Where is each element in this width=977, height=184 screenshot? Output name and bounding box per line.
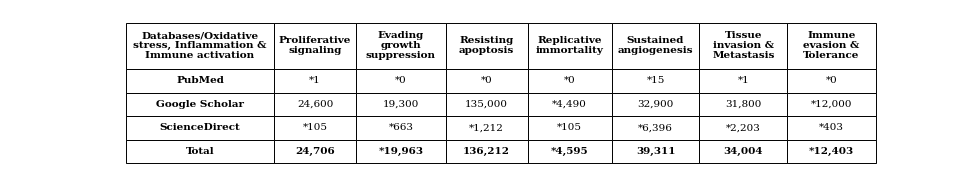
Text: *19,963: *19,963 — [378, 147, 423, 156]
Bar — [126, 139, 275, 163]
Text: *663: *663 — [389, 123, 413, 132]
Text: *0: *0 — [395, 76, 406, 85]
Bar — [126, 69, 275, 93]
Bar — [356, 139, 446, 163]
Text: Google Scholar: Google Scholar — [156, 100, 244, 109]
Text: *403: *403 — [819, 123, 844, 132]
Bar — [446, 139, 528, 163]
Text: 24,600: 24,600 — [297, 100, 333, 109]
Bar — [356, 69, 446, 93]
Bar — [275, 69, 356, 93]
Bar — [787, 23, 875, 69]
Bar — [528, 69, 612, 93]
Bar — [700, 69, 787, 93]
Text: *105: *105 — [557, 123, 582, 132]
Text: Total: Total — [186, 147, 214, 156]
Text: *12,403: *12,403 — [809, 147, 854, 156]
Bar — [612, 139, 700, 163]
Bar — [446, 69, 528, 93]
Text: 32,900: 32,900 — [637, 100, 674, 109]
Bar — [356, 93, 446, 116]
Text: 24,706: 24,706 — [295, 147, 335, 156]
Bar — [528, 93, 612, 116]
Text: Immune
evasion &
Tolerance: Immune evasion & Tolerance — [803, 31, 860, 61]
Bar — [612, 69, 700, 93]
Bar — [700, 93, 787, 116]
Bar — [275, 139, 356, 163]
Bar — [700, 116, 787, 139]
Bar — [612, 23, 700, 69]
Text: Replicative
immortality: Replicative immortality — [535, 36, 604, 55]
Text: 39,311: 39,311 — [636, 147, 675, 156]
Bar — [275, 23, 356, 69]
Bar — [700, 23, 787, 69]
Text: Sustained
angiogenesis: Sustained angiogenesis — [617, 36, 694, 55]
Bar — [612, 93, 700, 116]
Bar — [787, 93, 875, 116]
Bar — [446, 23, 528, 69]
Text: PubMed: PubMed — [176, 76, 224, 85]
Text: *6,396: *6,396 — [638, 123, 673, 132]
Text: *15: *15 — [647, 76, 664, 85]
Bar — [275, 116, 356, 139]
Text: *1,212: *1,212 — [469, 123, 504, 132]
Text: Resisting
apoptosis: Resisting apoptosis — [459, 36, 514, 55]
Text: *105: *105 — [303, 123, 327, 132]
Text: *1: *1 — [309, 76, 320, 85]
Bar — [446, 93, 528, 116]
Text: *4,490: *4,490 — [552, 100, 587, 109]
Bar — [528, 116, 612, 139]
Bar — [700, 139, 787, 163]
Bar — [126, 93, 275, 116]
Text: 135,000: 135,000 — [465, 100, 508, 109]
Text: Proliferative
signaling: Proliferative signaling — [278, 36, 352, 55]
Text: 34,004: 34,004 — [724, 147, 763, 156]
Bar — [787, 116, 875, 139]
Text: 136,212: 136,212 — [463, 147, 510, 156]
Text: *0: *0 — [826, 76, 837, 85]
Bar — [446, 116, 528, 139]
Bar — [787, 69, 875, 93]
Bar — [612, 116, 700, 139]
Text: 31,800: 31,800 — [725, 100, 761, 109]
Text: Databases/Oxidative
stress, Inflammation &
Immune activation: Databases/Oxidative stress, Inflammation… — [133, 31, 267, 61]
Text: Tissue
invasion &
Metastasis: Tissue invasion & Metastasis — [712, 31, 775, 61]
Text: *0: *0 — [481, 76, 492, 85]
Text: *12,000: *12,000 — [811, 100, 852, 109]
Text: ScienceDirect: ScienceDirect — [159, 123, 240, 132]
Bar — [126, 116, 275, 139]
Text: *1: *1 — [738, 76, 749, 85]
Bar — [528, 139, 612, 163]
Text: *2,203: *2,203 — [726, 123, 761, 132]
Bar — [528, 23, 612, 69]
Bar — [356, 116, 446, 139]
Bar — [787, 139, 875, 163]
Text: *0: *0 — [564, 76, 575, 85]
Bar — [126, 23, 275, 69]
Text: *4,595: *4,595 — [551, 147, 588, 156]
Bar — [356, 23, 446, 69]
Bar — [275, 93, 356, 116]
Text: Evading
growth
suppression: Evading growth suppression — [365, 31, 436, 61]
Text: 19,300: 19,300 — [383, 100, 419, 109]
